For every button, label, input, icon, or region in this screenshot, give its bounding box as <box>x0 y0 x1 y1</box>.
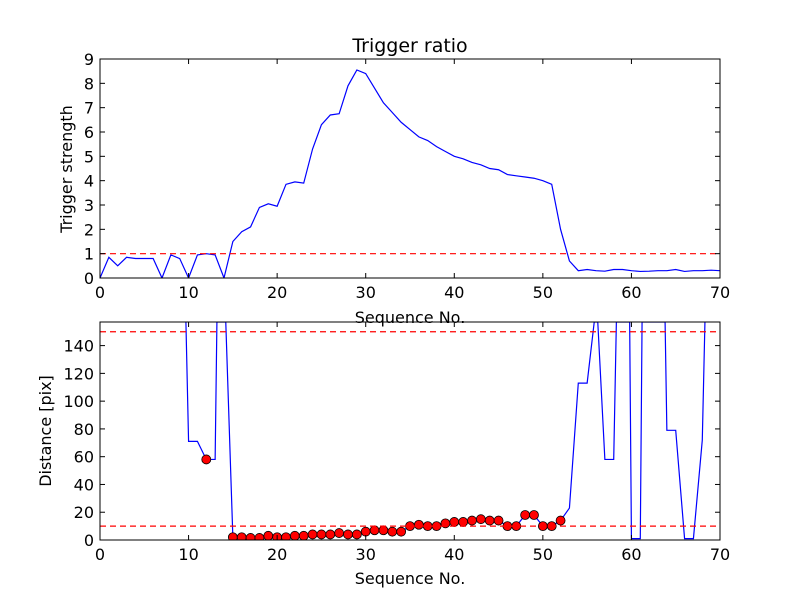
x-axis-label: Sequence No. <box>355 569 466 588</box>
x-tick-label: 50 <box>533 283 553 302</box>
y-tick-label: 7 <box>84 99 94 118</box>
y-tick-label: 4 <box>84 172 94 191</box>
y-tick-label: 100 <box>63 392 94 411</box>
data-point <box>254 533 265 540</box>
y-tick-label: 1 <box>84 245 94 264</box>
y-tick-label: 9 <box>84 50 94 69</box>
y-tick-label: 0 <box>84 269 94 288</box>
y-tick-label: 140 <box>63 337 94 356</box>
x-tick-label: 40 <box>444 545 464 564</box>
data-point <box>413 519 424 530</box>
data-point <box>475 514 486 525</box>
data-point <box>484 515 495 526</box>
y-tick-label: 2 <box>84 220 94 239</box>
series-line <box>185 322 706 540</box>
y-tick-label: 3 <box>84 196 94 215</box>
y-tick-label: 20 <box>74 503 94 522</box>
x-tick-label: 60 <box>621 545 641 564</box>
x-tick-label: 0 <box>95 283 105 302</box>
y-tick-label: 120 <box>63 364 94 383</box>
x-tick-label: 40 <box>444 283 464 302</box>
x-tick-label: 20 <box>267 545 287 564</box>
data-point <box>289 530 300 540</box>
data-point <box>555 515 566 526</box>
chart-trigger-ratio: Trigger ratio Sequence No. Trigger stren… <box>57 35 730 327</box>
x-tick-label: 30 <box>356 545 376 564</box>
y-tick-label: 40 <box>74 475 94 494</box>
data-point <box>378 525 389 536</box>
y-axis-label: Trigger strength <box>57 105 76 234</box>
data-point <box>263 530 274 540</box>
y-tick-label: 0 <box>84 531 94 550</box>
data-point <box>325 529 336 540</box>
data-point <box>520 510 531 520</box>
data-point <box>343 529 353 540</box>
data-point <box>529 510 539 520</box>
x-tick-label: 30 <box>356 283 376 302</box>
y-tick-label: 60 <box>74 448 94 467</box>
y-axis-label: Distance [pix] <box>36 375 55 487</box>
data-point <box>458 517 469 527</box>
series-line <box>100 69 720 278</box>
data-point <box>387 526 398 537</box>
data-point <box>307 529 318 540</box>
y-tick-label: 5 <box>84 147 94 166</box>
axes-frame <box>99 58 721 279</box>
data-point <box>351 529 362 540</box>
x-tick-label: 60 <box>621 283 641 302</box>
data-point <box>369 525 380 536</box>
y-tick-label: 6 <box>84 123 94 142</box>
data-point <box>449 517 460 527</box>
axes-frame <box>99 321 721 541</box>
data-point <box>316 529 327 540</box>
plot-area <box>100 322 720 540</box>
data-point <box>334 528 345 538</box>
x-tick-label: 10 <box>178 283 198 302</box>
x-tick-label: 20 <box>267 283 287 302</box>
data-point <box>245 533 256 540</box>
data-point <box>467 515 477 526</box>
chart-distance: Sequence No. Distance [pix] 0 10 20 30 40 50 6… <box>36 321 730 588</box>
data-point <box>396 526 407 537</box>
y-tick-label: 80 <box>74 420 94 439</box>
data-point <box>201 454 212 465</box>
x-tick-label: 70 <box>710 545 730 564</box>
x-tick-label: 70 <box>710 283 730 302</box>
chart-title: Trigger ratio <box>351 35 467 57</box>
x-tick-label: 10 <box>178 545 198 564</box>
plot-area <box>100 69 720 278</box>
x-tick-label: 0 <box>95 545 105 564</box>
data-point <box>298 530 309 540</box>
x-axis-label: Sequence No. <box>355 308 466 327</box>
data-point <box>493 515 504 526</box>
data-point <box>360 526 371 537</box>
y-tick-label: 8 <box>84 74 94 93</box>
x-tick-label: 50 <box>533 545 553 564</box>
